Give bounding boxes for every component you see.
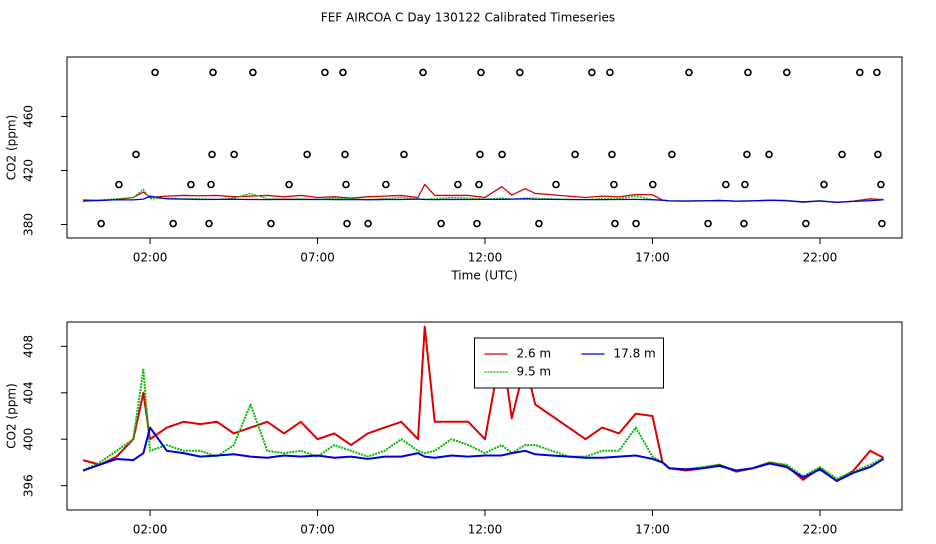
x-tick-label: 22:00 <box>803 251 838 265</box>
legend-box <box>474 337 664 389</box>
point <box>874 150 882 159</box>
series-line <box>83 195 884 203</box>
chart-title: FEF AIRCOA C Day 130122 Calibrated Times… <box>321 11 615 25</box>
x-tick-label: 12:00 <box>468 251 503 265</box>
point <box>740 219 748 228</box>
point <box>802 219 810 228</box>
point <box>498 150 506 159</box>
point <box>97 219 105 228</box>
point <box>187 180 195 189</box>
point <box>364 219 372 228</box>
x-tick-label: 02:00 <box>133 523 168 537</box>
point <box>341 150 349 159</box>
legend-label: 2.6 m <box>517 347 552 361</box>
point <box>744 68 752 77</box>
series-line <box>82 426 885 482</box>
point <box>608 150 616 159</box>
point <box>685 68 693 77</box>
point <box>516 68 524 77</box>
x-tick-label: 17:00 <box>635 523 670 537</box>
x-tick-label: 17:00 <box>635 251 670 265</box>
y-tick-label: 460 <box>22 105 36 128</box>
point <box>151 68 159 77</box>
point <box>878 219 886 228</box>
point <box>765 150 773 159</box>
y-tick-label: 400 <box>22 428 36 451</box>
point <box>588 68 596 77</box>
x-axis-label: Time (UTC) <box>450 269 517 283</box>
y-axis-label: CO2 (ppm) <box>5 115 19 181</box>
point <box>207 180 215 189</box>
point <box>321 68 329 77</box>
point <box>743 150 751 159</box>
legend-label: 9.5 m <box>517 365 552 379</box>
plot-frame <box>66 321 903 511</box>
point <box>552 180 560 189</box>
point <box>419 68 427 77</box>
x-tick-label: 02:00 <box>133 251 168 265</box>
point <box>741 180 749 189</box>
point <box>722 180 730 189</box>
point <box>267 219 275 228</box>
x-tick-label: 22:00 <box>803 523 838 537</box>
point <box>855 68 864 77</box>
point <box>303 150 311 159</box>
point <box>476 150 484 159</box>
point <box>132 150 140 159</box>
y-tick-label: 404 <box>22 381 36 404</box>
x-tick-label: 12:00 <box>468 523 503 537</box>
y-tick-label: 380 <box>22 213 36 236</box>
point <box>208 150 216 159</box>
point <box>649 180 657 189</box>
point <box>209 68 217 77</box>
point <box>632 219 640 228</box>
point <box>535 219 543 228</box>
point <box>571 150 579 159</box>
point <box>169 219 177 228</box>
point <box>400 150 408 159</box>
legend-label: 17.8 m <box>614 347 656 361</box>
point <box>477 68 485 77</box>
point <box>838 150 846 159</box>
point <box>610 180 618 189</box>
point <box>230 150 238 159</box>
y-axis-label: CO2 (ppm) <box>5 383 19 449</box>
point <box>437 219 445 228</box>
point <box>342 180 350 189</box>
point <box>704 219 712 228</box>
point <box>115 180 123 189</box>
y-tick-label: 420 <box>22 159 36 182</box>
point <box>382 180 390 189</box>
point <box>820 180 828 189</box>
point <box>205 219 213 228</box>
y-tick-label: 396 <box>22 474 36 497</box>
point <box>873 68 881 77</box>
series-line <box>82 368 885 480</box>
point <box>782 68 791 77</box>
point <box>249 68 257 77</box>
point <box>343 219 351 228</box>
point <box>285 180 293 189</box>
point <box>877 180 885 189</box>
x-tick-label: 07:00 <box>300 523 335 537</box>
point <box>473 219 481 228</box>
point <box>475 180 483 189</box>
plot-frame <box>66 56 903 239</box>
point <box>606 68 614 77</box>
point <box>611 219 619 228</box>
point <box>339 68 347 77</box>
point <box>668 150 676 159</box>
point <box>454 180 462 189</box>
x-tick-label: 07:00 <box>300 251 335 265</box>
y-tick-label: 408 <box>22 335 36 358</box>
